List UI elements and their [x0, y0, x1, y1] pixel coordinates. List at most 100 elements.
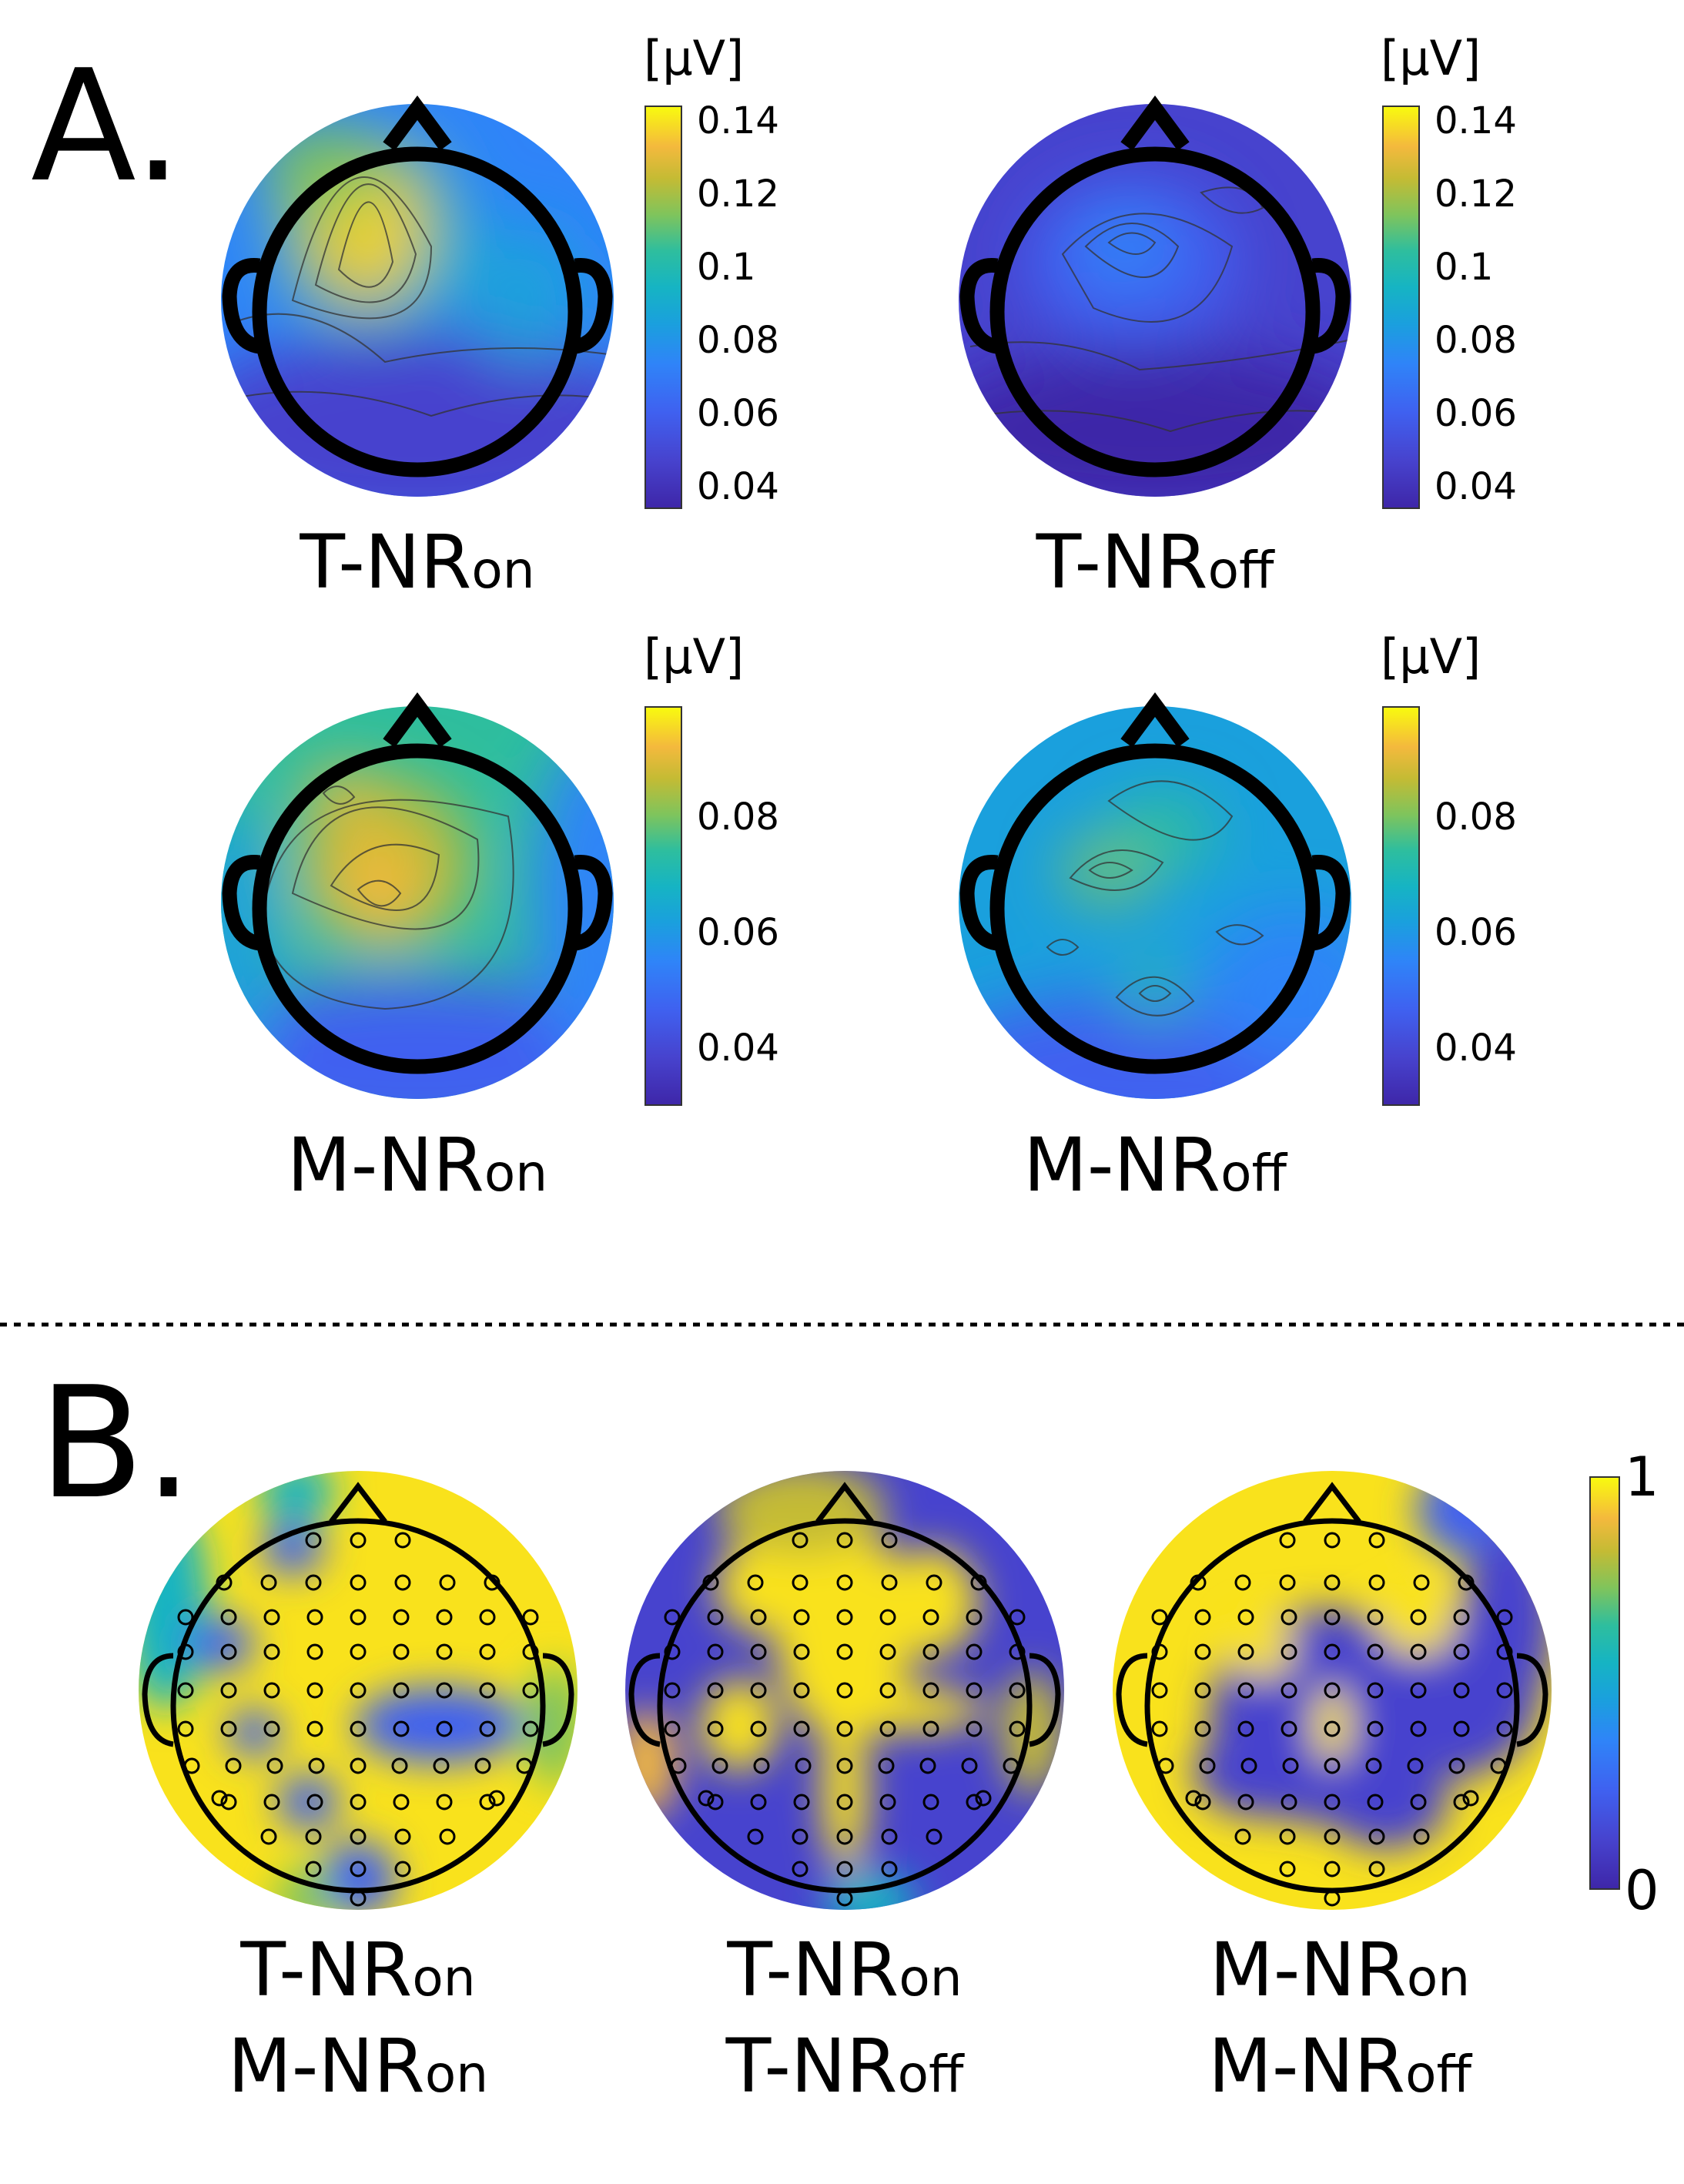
- electrode-marker: [350, 1720, 367, 1737]
- electrode-marker: [1496, 1720, 1513, 1737]
- electrode-marker: [393, 1720, 410, 1737]
- electrode-marker: [1324, 1609, 1341, 1626]
- electrode-marker: [750, 1720, 767, 1737]
- electrode-marker: [792, 1861, 809, 1878]
- electrode-marker: [393, 1643, 410, 1660]
- cb-a1-tick: 0.08: [697, 319, 779, 362]
- electrode-marker: [1279, 1532, 1296, 1549]
- electrode-marker: [433, 1757, 450, 1774]
- electrode-marker: [305, 1574, 322, 1591]
- cb-a2-tick: 0.1: [1435, 246, 1494, 289]
- electrode-marker: [922, 1794, 939, 1811]
- electrode-marker: [750, 1682, 767, 1699]
- electrode-marker: [305, 1861, 322, 1878]
- electrode-marker: [177, 1720, 194, 1737]
- electrode-marker: [836, 1757, 853, 1774]
- electrode-marker: [220, 1720, 237, 1737]
- topomap-m-nr-on: [221, 706, 614, 1099]
- electrode-marker: [1367, 1794, 1384, 1811]
- cb-a2-tick: 0.04: [1435, 465, 1517, 508]
- electrode-marker: [793, 1794, 810, 1811]
- electrode-marker: [350, 1574, 367, 1591]
- electrode-marker: [220, 1643, 237, 1660]
- electrode-marker: [707, 1643, 724, 1660]
- electrode-marker: [879, 1720, 896, 1737]
- cb-a3-tick: 0.08: [697, 796, 779, 839]
- cb-a4-tick: 0.04: [1435, 1027, 1517, 1070]
- electrode-marker: [522, 1609, 539, 1626]
- colorbar-unit-a2: [μV]: [1381, 30, 1481, 86]
- electrode-marker: [922, 1682, 939, 1699]
- electrode-marker: [1368, 1574, 1385, 1591]
- electrode-marker: [961, 1757, 978, 1774]
- electrode-marker: [966, 1682, 983, 1699]
- electrode-marker: [1367, 1609, 1384, 1626]
- electrode-marker: [1410, 1609, 1427, 1626]
- electrode-marker: [263, 1682, 280, 1699]
- cb-a2-tick: 0.08: [1435, 319, 1517, 362]
- electrode-marker: [1279, 1861, 1296, 1878]
- electrode-marker: [795, 1757, 812, 1774]
- electrode-marker: [1324, 1828, 1341, 1845]
- electrode-marker: [926, 1828, 942, 1845]
- head-outline-a4: [959, 692, 1351, 1074]
- electrode-marker: [305, 1828, 322, 1845]
- cb-a1-tick: 0.06: [697, 392, 779, 435]
- electrode-marker: [836, 1574, 853, 1591]
- colorbar-a2: [1382, 106, 1420, 509]
- electrode-marker: [1151, 1609, 1168, 1626]
- colorbar-unit-a4: [μV]: [1381, 628, 1481, 685]
- electrode-marker: [479, 1609, 496, 1626]
- electrode-marker: [220, 1794, 237, 1811]
- electrode-marker: [1324, 1532, 1341, 1549]
- electrode-marker: [1368, 1532, 1385, 1549]
- electrode-marker: [1237, 1720, 1254, 1737]
- electrode-marker: [1448, 1757, 1465, 1774]
- electrode-marker: [879, 1609, 896, 1626]
- electrode-marker: [1324, 1794, 1341, 1811]
- electrode-marker: [306, 1609, 323, 1626]
- electrode-marker: [1453, 1682, 1470, 1699]
- electrode-marker: [792, 1532, 809, 1549]
- electrode-marker: [747, 1574, 764, 1591]
- electrode-marker: [1413, 1828, 1430, 1845]
- map-label-b2-line1: T-NRon: [727, 1927, 963, 2013]
- electrode-marker: [1368, 1861, 1385, 1878]
- electrode-marker: [306, 1643, 323, 1660]
- electrode-marker: [793, 1720, 810, 1737]
- map-label-a1: T-NRon: [300, 519, 535, 605]
- electrode-marker: [1009, 1609, 1026, 1626]
- electrode-marker: [922, 1720, 939, 1737]
- electrode-marker: [707, 1609, 724, 1626]
- electrode-marker: [306, 1682, 323, 1699]
- map-label-b1-line1: T-NRon: [240, 1927, 476, 2013]
- colorbar-unit-a1: [μV]: [644, 30, 745, 86]
- electrode-marker: [750, 1643, 767, 1660]
- electrode-marker: [1199, 1757, 1216, 1774]
- colorbar-unit-a3: [μV]: [644, 628, 745, 685]
- electrode-marker: [1324, 1757, 1341, 1774]
- electrode-marker: [836, 1532, 853, 1549]
- cb-a1-tick: 0.1: [697, 246, 756, 289]
- electrode-marker: [966, 1794, 983, 1811]
- electrode-marker: [1281, 1682, 1297, 1699]
- electrode-marker: [879, 1682, 896, 1699]
- electrode-marker: [836, 1861, 853, 1878]
- electrode-marker: [350, 1643, 367, 1660]
- panel-b-letter: B.: [39, 1354, 193, 1533]
- electrode-marker: [479, 1643, 496, 1660]
- head-outlines-panel-b: [142, 1482, 1548, 1894]
- electrode-marker: [836, 1609, 853, 1626]
- electrode-marker: [711, 1757, 728, 1774]
- electrode-marker: [966, 1609, 983, 1626]
- electrode-marker: [350, 1682, 367, 1699]
- electrode-marker: [1410, 1720, 1427, 1737]
- electrode-marker: [1151, 1682, 1168, 1699]
- electrode-marker: [436, 1720, 453, 1737]
- electrode-marker: [305, 1532, 322, 1549]
- electrode-marker: [836, 1720, 853, 1737]
- map-label-b3-line2: M-NRoff: [1208, 2023, 1471, 2109]
- electrode-marker: [922, 1609, 939, 1626]
- electrode-marker: [1237, 1609, 1254, 1626]
- cb-a1-tick: 0.04: [697, 465, 779, 508]
